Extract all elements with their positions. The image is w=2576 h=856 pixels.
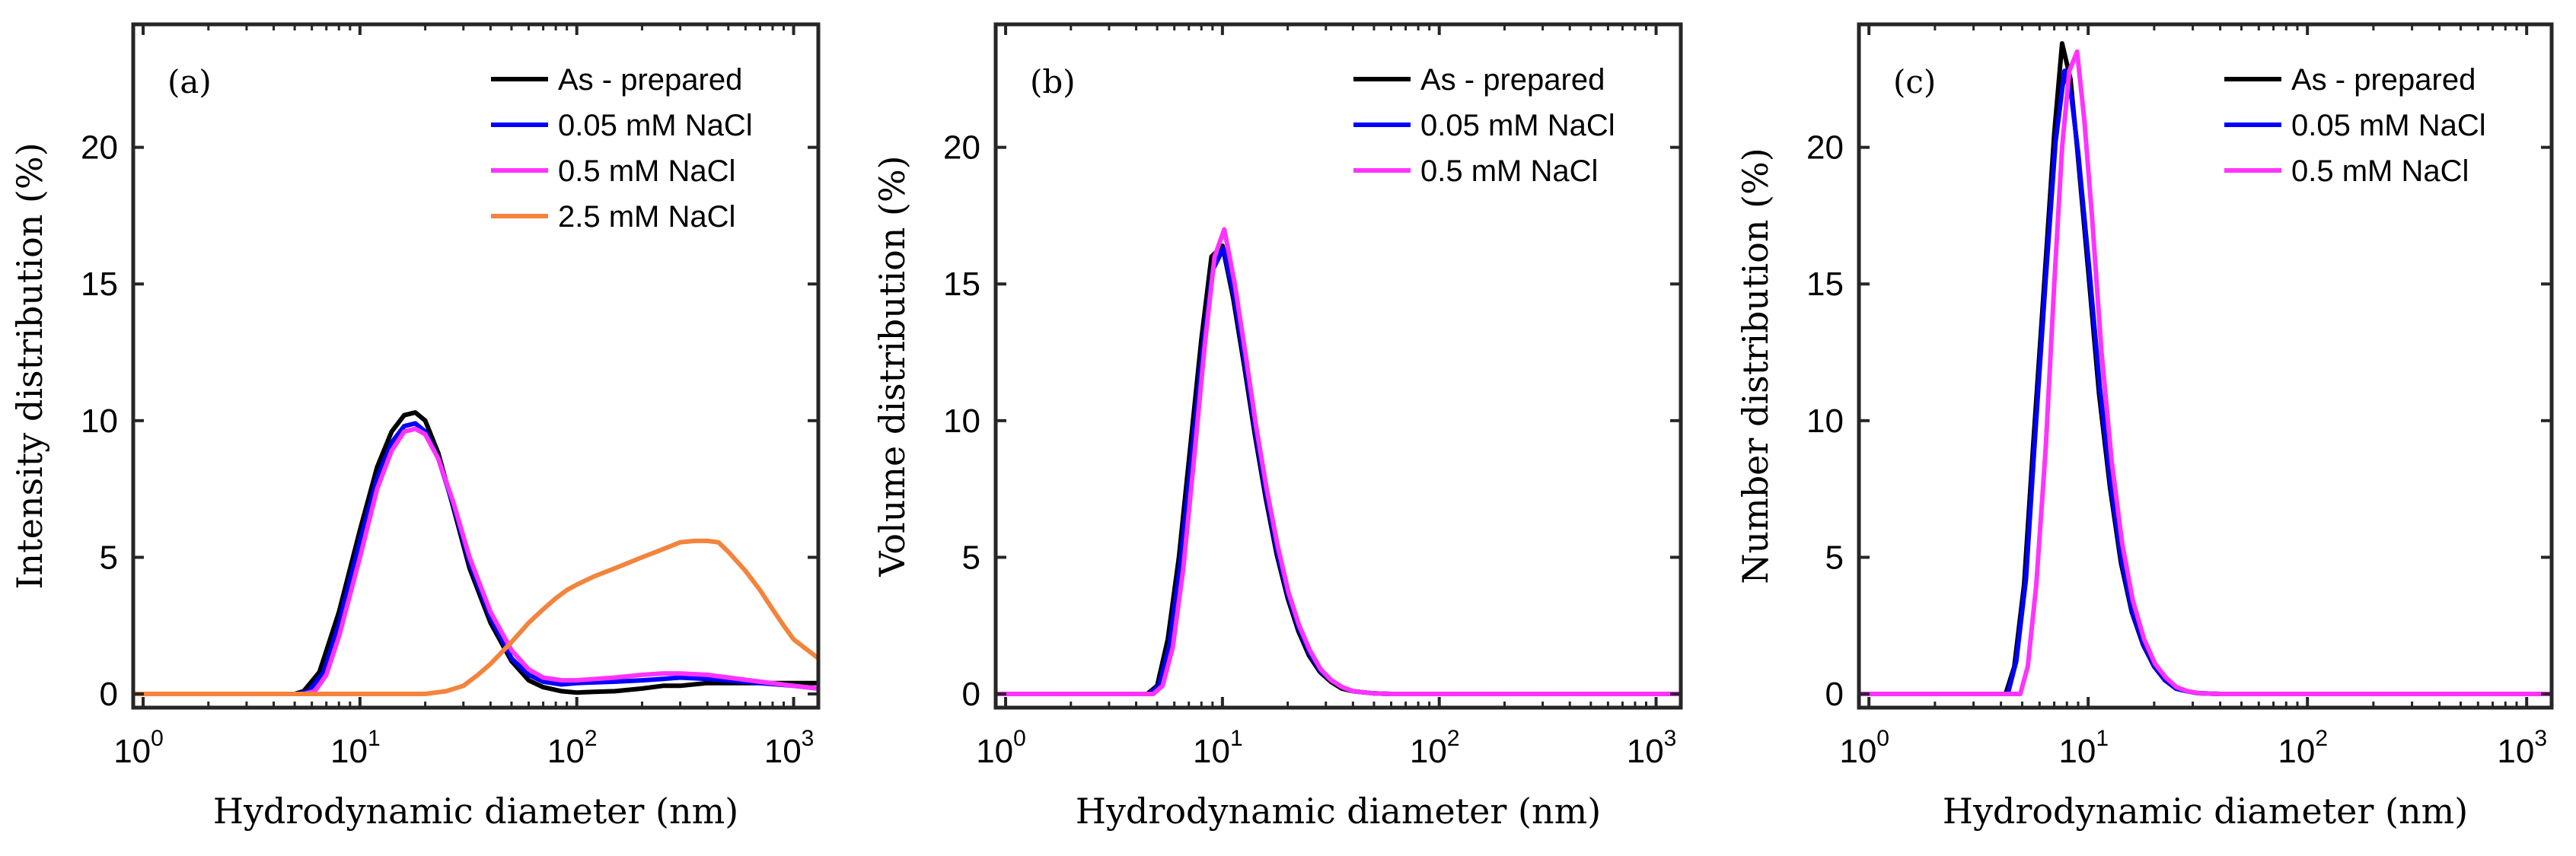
- y-tick-label: 0: [1825, 676, 1844, 713]
- legend-label: 0.05 mM NaCl: [1420, 109, 1615, 142]
- legend-label: 0.5 mM NaCl: [558, 154, 735, 188]
- legend-label: As - prepared: [2291, 63, 2476, 97]
- legend-label: As - prepared: [1420, 63, 1605, 97]
- series-line-1: [133, 410, 818, 696]
- axes-frame: [1857, 22, 2554, 710]
- series-line-3: [133, 426, 818, 696]
- legend: As - prepared 0.05 mM NaCl 0.5 mM NaCl: [2224, 63, 2486, 188]
- x-tick-label: 102: [547, 726, 598, 770]
- legend-label: As - prepared: [558, 63, 742, 97]
- series-line-3: [1859, 49, 2552, 696]
- y-tick-label: 5: [1825, 539, 1844, 576]
- series-line-2: [996, 246, 1681, 696]
- x-tick-label: 101: [1193, 726, 1243, 770]
- y-axis-title: Number distribution (%): [1735, 148, 1776, 584]
- y-tick-label: 10: [81, 403, 118, 440]
- legend-label: 0.5 mM NaCl: [2291, 154, 2469, 188]
- x-tick-label: 101: [2058, 726, 2109, 770]
- chart-panel-2: 0 5 10 15 20 100 101 102 103 Hydrodynamic diamete…: [872, 22, 1683, 832]
- series-line-2: [133, 421, 818, 696]
- legend: As - prepared 0.05 mM NaCl 0.5 mM NaCl 2.5 …: [491, 63, 753, 234]
- y-tick-label: 5: [100, 539, 118, 576]
- x-axis-title: Hydrodynamic diameter (nm): [213, 791, 738, 832]
- y-tick-label: 10: [1806, 403, 1844, 440]
- y-tick-label: 0: [962, 676, 980, 713]
- axes-frame: [993, 22, 1683, 710]
- panel-label: (b): [1030, 63, 1076, 100]
- y-tick-label: 20: [1806, 129, 1844, 167]
- x-tick-label: 103: [2497, 726, 2547, 770]
- legend-label: 0.05 mM NaCl: [2291, 109, 2486, 142]
- y-tick-label: 15: [1806, 266, 1844, 303]
- panel-label: (a): [167, 63, 212, 100]
- x-tick-label: 103: [1627, 726, 1677, 770]
- x-axis-title: Hydrodynamic diameter (nm): [1943, 791, 2468, 832]
- x-tick-label: 103: [764, 726, 815, 770]
- y-tick-label: 5: [962, 539, 980, 576]
- x-tick-label: 102: [2278, 726, 2328, 770]
- x-axis-title: Hydrodynamic diameter (nm): [1076, 791, 1601, 832]
- series-line-4: [133, 538, 818, 696]
- x-tick-label: 100: [976, 726, 1026, 770]
- legend-label: 2.5 mM NaCl: [558, 200, 735, 234]
- y-axis-title: Intensity distribution (%): [9, 142, 50, 589]
- y-tick-label: 10: [943, 403, 980, 440]
- legend-label: 0.05 mM NaCl: [558, 109, 753, 142]
- panel-label: (c): [1893, 63, 1936, 100]
- x-tick-label: 100: [1839, 726, 1889, 770]
- y-tick-label: 15: [81, 266, 118, 303]
- legend-label: 0.5 mM NaCl: [1420, 154, 1598, 188]
- y-tick-label: 20: [81, 129, 118, 167]
- y-tick-label: 15: [943, 266, 980, 303]
- x-tick-label: 102: [1410, 726, 1460, 770]
- x-tick-label: 101: [330, 726, 381, 770]
- series-line-3: [996, 227, 1681, 696]
- chart-panel-1: 0 5 10 15 20 100 101 102 103 Hydrodynamic diamete…: [9, 22, 821, 832]
- legend: As - prepared 0.05 mM NaCl 0.5 mM NaCl: [1353, 63, 1615, 188]
- x-tick-label: 100: [113, 726, 164, 770]
- y-tick-label: 20: [943, 129, 980, 167]
- series-line-1: [996, 243, 1681, 696]
- y-tick-label: 0: [100, 676, 118, 713]
- axes-frame: [131, 22, 821, 710]
- y-axis-title: Volume distribution (%): [872, 155, 913, 577]
- chart-panel-3: 0 5 10 15 20 100 101 102 103 Hydrodynamic diamete…: [1735, 22, 2554, 832]
